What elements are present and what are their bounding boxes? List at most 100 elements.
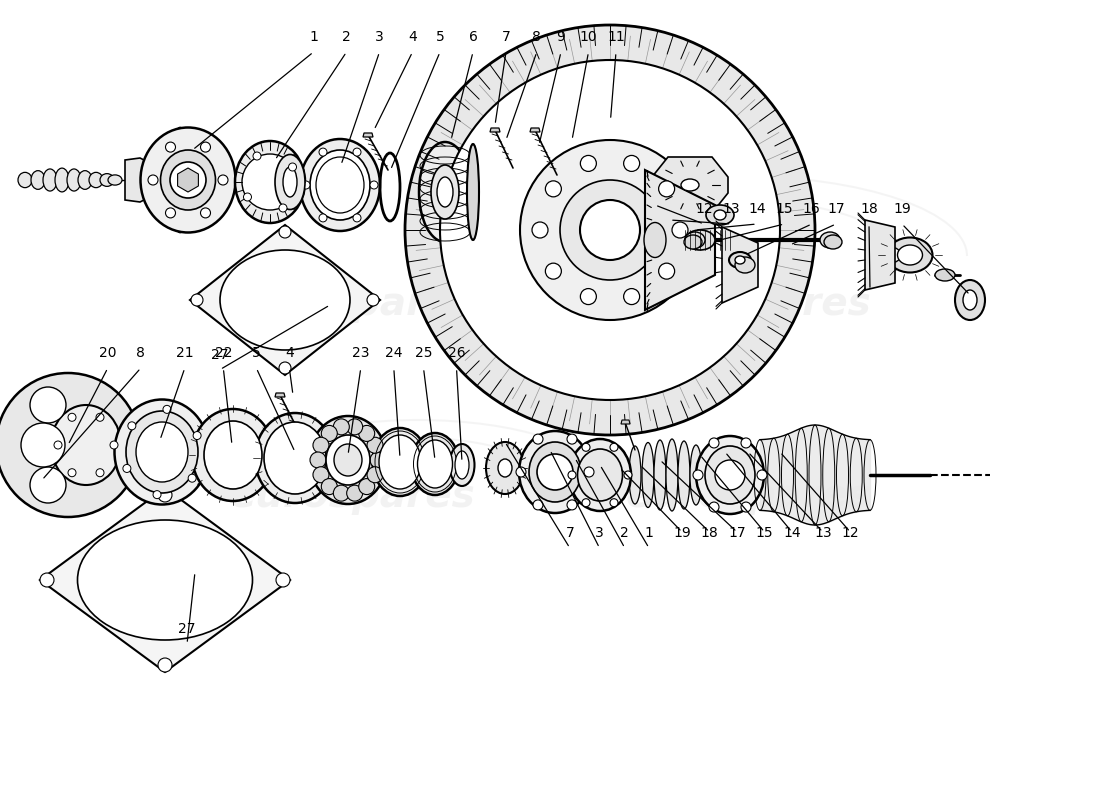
Polygon shape (652, 157, 728, 213)
Ellipse shape (569, 439, 631, 511)
Ellipse shape (77, 520, 253, 640)
Ellipse shape (55, 168, 69, 192)
Ellipse shape (114, 399, 209, 505)
Circle shape (218, 175, 228, 185)
Ellipse shape (604, 455, 616, 495)
Ellipse shape (644, 222, 666, 258)
Circle shape (568, 471, 576, 479)
Text: 19: 19 (673, 526, 691, 540)
Ellipse shape (578, 449, 623, 501)
Ellipse shape (642, 442, 654, 507)
Circle shape (288, 163, 297, 171)
Circle shape (710, 502, 719, 512)
Ellipse shape (235, 141, 305, 223)
Circle shape (367, 438, 383, 454)
Circle shape (346, 419, 363, 435)
Circle shape (319, 214, 327, 222)
Circle shape (333, 485, 350, 501)
Circle shape (693, 470, 703, 480)
Circle shape (581, 155, 596, 171)
Ellipse shape (735, 256, 745, 264)
Ellipse shape (204, 421, 262, 489)
Text: 18: 18 (860, 202, 878, 216)
Circle shape (370, 181, 378, 189)
Polygon shape (190, 225, 380, 375)
Circle shape (546, 181, 561, 197)
Text: 26: 26 (448, 346, 465, 360)
Circle shape (200, 208, 210, 218)
Ellipse shape (255, 413, 336, 503)
Text: 19: 19 (893, 202, 911, 216)
Ellipse shape (326, 435, 370, 485)
Circle shape (333, 419, 350, 435)
Text: eurospares: eurospares (625, 285, 871, 323)
Circle shape (96, 414, 104, 422)
Text: 22: 22 (214, 346, 232, 360)
Ellipse shape (43, 169, 57, 191)
Polygon shape (722, 227, 758, 303)
Ellipse shape (888, 238, 933, 273)
Circle shape (68, 469, 76, 477)
Ellipse shape (702, 450, 714, 500)
Ellipse shape (870, 240, 910, 270)
Ellipse shape (455, 451, 469, 479)
Circle shape (534, 434, 543, 444)
Text: 21: 21 (176, 346, 194, 360)
Ellipse shape (170, 127, 190, 233)
Ellipse shape (690, 445, 702, 505)
Circle shape (367, 294, 380, 306)
Text: 8: 8 (532, 30, 541, 44)
Text: 23: 23 (352, 346, 370, 360)
Circle shape (659, 181, 674, 197)
Ellipse shape (685, 230, 715, 250)
Circle shape (242, 154, 298, 210)
Text: 2: 2 (342, 30, 351, 44)
Circle shape (40, 573, 54, 587)
Circle shape (158, 658, 172, 672)
Text: 25: 25 (415, 346, 432, 360)
Text: 2: 2 (620, 526, 629, 540)
Ellipse shape (192, 409, 274, 501)
Ellipse shape (955, 280, 984, 320)
Ellipse shape (108, 175, 122, 185)
Ellipse shape (824, 235, 842, 249)
Circle shape (610, 498, 618, 506)
Circle shape (624, 155, 639, 171)
Circle shape (54, 441, 62, 449)
Circle shape (302, 181, 310, 189)
Ellipse shape (283, 167, 297, 197)
Ellipse shape (126, 411, 198, 493)
Circle shape (560, 180, 660, 280)
Text: 14: 14 (783, 526, 801, 540)
Text: 3: 3 (595, 526, 604, 540)
Text: 15: 15 (776, 202, 793, 216)
Circle shape (353, 148, 361, 156)
Circle shape (359, 426, 375, 442)
Circle shape (163, 406, 170, 414)
Ellipse shape (678, 441, 690, 509)
Polygon shape (40, 488, 290, 672)
Ellipse shape (879, 247, 901, 263)
Circle shape (346, 485, 363, 501)
Text: 12: 12 (695, 202, 713, 216)
Ellipse shape (161, 150, 216, 210)
Circle shape (581, 289, 596, 305)
Ellipse shape (714, 455, 726, 495)
Ellipse shape (685, 232, 705, 248)
Ellipse shape (729, 252, 751, 268)
Ellipse shape (935, 269, 955, 281)
Text: 27: 27 (211, 347, 229, 362)
Polygon shape (865, 220, 895, 290)
Circle shape (153, 490, 161, 498)
Ellipse shape (450, 444, 474, 486)
Ellipse shape (498, 459, 512, 477)
Ellipse shape (51, 405, 121, 485)
Ellipse shape (616, 450, 628, 500)
Circle shape (624, 289, 639, 305)
Polygon shape (621, 420, 630, 424)
Circle shape (367, 466, 383, 482)
Circle shape (566, 434, 578, 444)
Circle shape (440, 60, 780, 400)
Text: 4: 4 (285, 346, 294, 360)
Circle shape (520, 140, 700, 320)
